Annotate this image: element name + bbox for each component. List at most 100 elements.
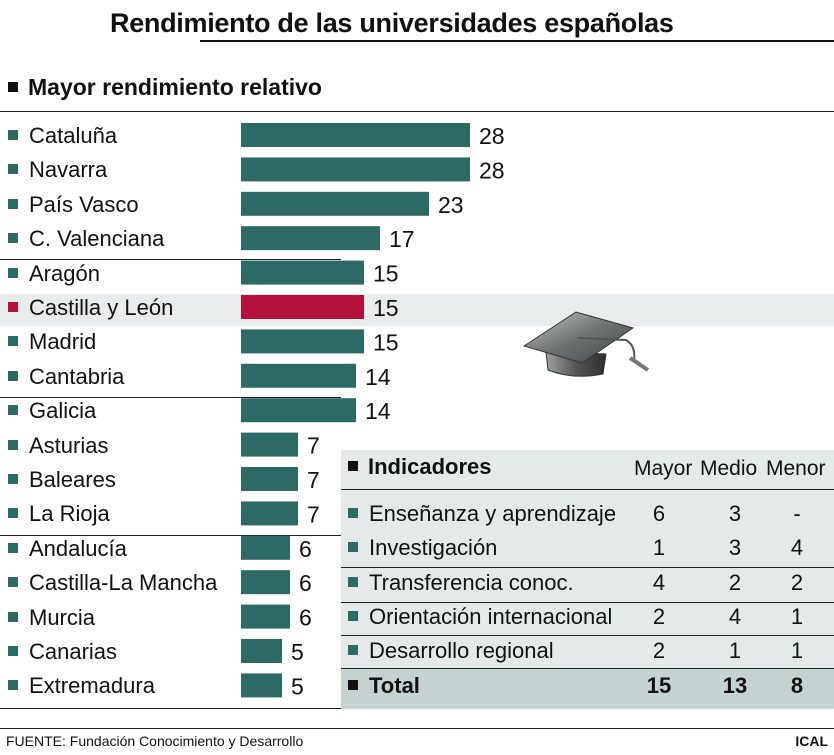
bar (241, 673, 282, 698)
bar (241, 535, 290, 560)
category-text: Asturias (29, 432, 109, 458)
table-cell: 1 (790, 603, 804, 629)
table-cell: - (793, 501, 801, 526)
category-label: Andalucía (8, 536, 127, 562)
bar-value-label: 15 (373, 295, 399, 321)
indicator-label: Desarrollo regional (348, 638, 554, 664)
bar-value-label: 6 (299, 570, 312, 596)
bullet-marker (8, 542, 18, 553)
indicators-header: Indicadores (348, 454, 491, 480)
bar (241, 501, 298, 526)
table-cell: 2 (652, 638, 666, 664)
bullet-marker (348, 576, 358, 587)
category-label: La Rioja (8, 501, 110, 527)
source-note: FUENTE: Fundación Conocimiento y Desarro… (6, 733, 304, 749)
bar-value-label: 28 (479, 157, 505, 183)
bar (241, 123, 470, 147)
bar-value-label: 23 (438, 192, 464, 218)
bar (241, 432, 298, 457)
bullet-marker (8, 370, 18, 381)
category-text: Navarra (29, 157, 108, 183)
bullet-marker (348, 610, 358, 621)
bullet-marker (348, 679, 358, 690)
table-divider (341, 489, 834, 490)
bullet-marker (348, 542, 358, 553)
category-label: Navarra (8, 157, 107, 183)
bullet-marker (8, 130, 18, 140)
bar (241, 639, 282, 663)
indicators-title: Indicadores (368, 454, 492, 479)
total-cell: 8 (790, 672, 804, 698)
bullet-marker (348, 508, 358, 518)
table-cell: 4 (652, 569, 666, 595)
title-rule (200, 40, 834, 42)
bar-value-label: 15 (373, 261, 399, 287)
table-cell: 3 (728, 501, 742, 526)
category-label: Cantabria (8, 364, 124, 390)
bullet-marker (8, 577, 18, 588)
category-label: Murcia (8, 605, 95, 631)
category-text: Extremadura (29, 673, 155, 699)
table-divider (341, 635, 834, 636)
group-divider (0, 397, 341, 398)
bar-value-label: 7 (307, 467, 320, 493)
bullet-marker (8, 302, 18, 312)
bar (241, 191, 429, 216)
table-cell: 2 (790, 569, 804, 595)
bar (241, 157, 470, 182)
bullet-marker (8, 336, 18, 347)
bar (241, 363, 356, 388)
category-label: Aragón (8, 261, 100, 287)
bullet-marker (8, 405, 18, 416)
bar (241, 604, 290, 629)
bar (241, 329, 364, 354)
category-label: Asturias (8, 433, 108, 459)
category-label: Galicia (8, 398, 96, 424)
group-divider (0, 111, 834, 112)
category-label: País Vasco (8, 192, 139, 218)
bar-value-label: 5 (291, 673, 304, 699)
chart-subtitle: Mayor rendimiento relativo (8, 74, 322, 101)
bullet-marker (8, 439, 18, 450)
table-cell: 2 (652, 603, 666, 629)
bar (241, 467, 298, 491)
category-text: Murcia (29, 604, 96, 630)
category-text: La Rioja (29, 501, 110, 527)
category-label: C. Valenciana (8, 226, 164, 252)
category-text: Castilla y León (29, 295, 174, 320)
bar-value-label: 6 (299, 536, 312, 562)
bottom-rule (0, 728, 834, 729)
indicator-text: Desarrollo regional (369, 638, 554, 664)
bar-value-label: 14 (365, 398, 391, 424)
table-divider (341, 567, 834, 568)
bar-value-label: 7 (307, 501, 320, 527)
table-cell: 1 (652, 535, 666, 561)
total-band (341, 669, 834, 709)
bar-value-label: 7 (307, 433, 320, 459)
indicator-text: Enseñanza y aprendizaje (369, 501, 617, 526)
category-label: Canarias (8, 639, 117, 665)
category-text: País Vasco (29, 191, 139, 217)
bar (241, 398, 356, 423)
col-medio: Medio (700, 457, 758, 480)
col-mayor: Mayor (634, 457, 693, 480)
category-label: Castilla y León (8, 295, 173, 321)
bar-value-label: 6 (299, 605, 312, 631)
table-cell: 1 (728, 638, 742, 664)
table-cell: 6 (652, 501, 666, 526)
graduation-cap-icon (522, 311, 650, 377)
category-text: Cataluña (29, 123, 118, 148)
bar (241, 295, 364, 319)
category-text: Cantabria (29, 363, 125, 389)
indicator-label: Enseñanza y aprendizaje (348, 501, 616, 527)
category-label: Madrid (8, 329, 96, 355)
indicator-label: Investigación (348, 535, 497, 561)
total-cell: 13 (722, 672, 748, 698)
bullet-marker (8, 680, 18, 691)
table-cell: 1 (790, 638, 804, 664)
indicator-label: Transferencia conoc. (348, 570, 574, 596)
category-text: C. Valenciana (29, 226, 165, 252)
category-label: Castilla-La Mancha (8, 570, 217, 596)
chart-title: Rendimiento de las universidades español… (110, 8, 674, 38)
bullet-marker (8, 474, 18, 484)
